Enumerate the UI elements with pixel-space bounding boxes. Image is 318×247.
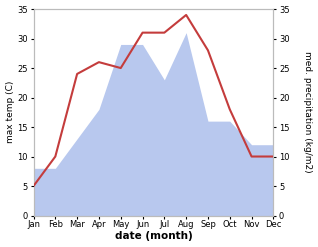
Y-axis label: max temp (C): max temp (C) xyxy=(5,81,15,144)
X-axis label: date (month): date (month) xyxy=(114,231,192,242)
Y-axis label: med. precipitation (kg/m2): med. precipitation (kg/m2) xyxy=(303,51,313,173)
